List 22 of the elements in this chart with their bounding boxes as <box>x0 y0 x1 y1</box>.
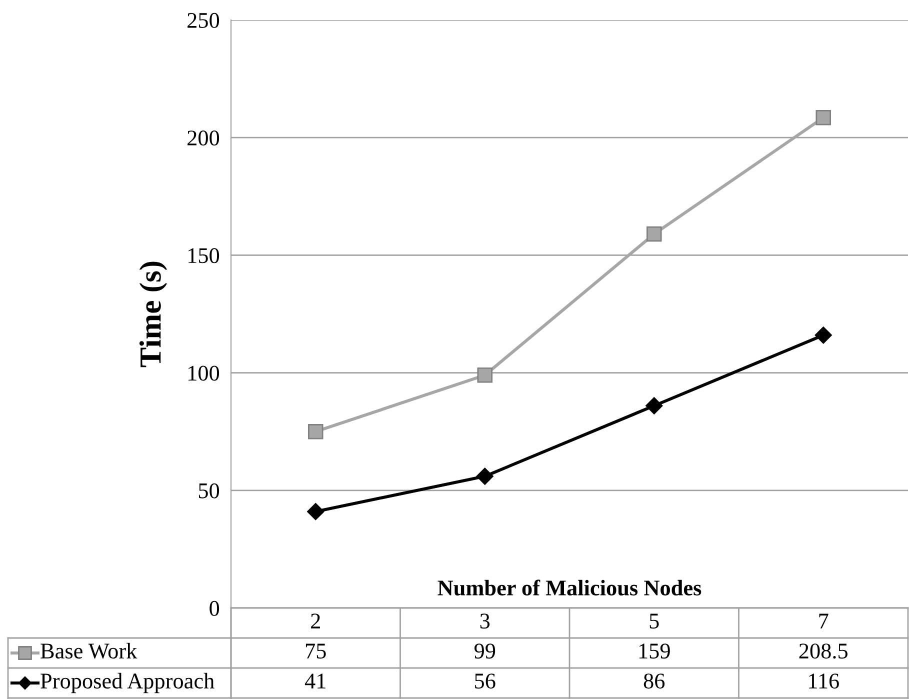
y-tick-label: 150 <box>188 248 220 264</box>
x-tick-label: 3 <box>480 614 490 629</box>
x-tick-label: 5 <box>650 614 659 629</box>
legend-label: Base Work <box>40 642 138 659</box>
y-tick-label: 250 <box>188 12 220 28</box>
y-axis-title: Time (s) <box>139 262 168 368</box>
data-label: 116 <box>809 674 839 689</box>
data-label: 159 <box>639 644 670 659</box>
data-label: 56 <box>475 674 496 689</box>
y-tick-label: 50 <box>198 483 220 498</box>
x-tick-label: 2 <box>311 614 320 628</box>
x-tick-label: 7 <box>819 614 828 628</box>
y-tick-label: 100 <box>188 366 220 381</box>
data-label: 86 <box>644 674 665 689</box>
legend-label: Proposed Approach <box>40 672 214 694</box>
x-axis-title: Number of Malicious Nodes <box>438 580 702 596</box>
y-tick-label: 0 <box>210 600 220 616</box>
y-tick-label: 200 <box>188 130 220 146</box>
data-label: 99 <box>474 644 496 659</box>
data-label: 75 <box>306 644 326 659</box>
data-label: 208.5 <box>799 644 848 659</box>
data-label: 41 <box>304 674 326 688</box>
